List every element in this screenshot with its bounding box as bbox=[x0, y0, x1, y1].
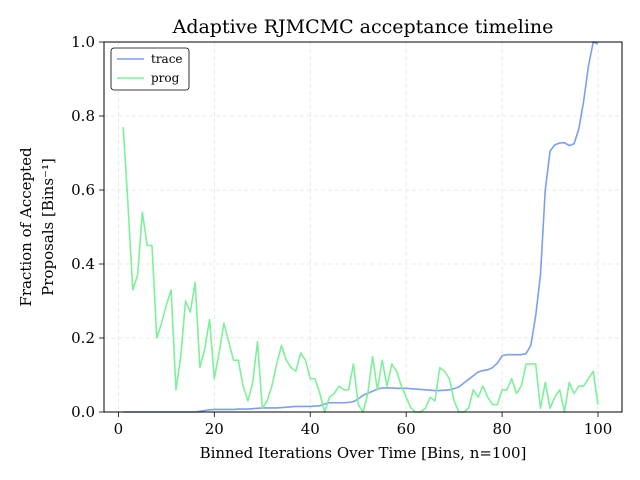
x-tick-label: 20 bbox=[205, 420, 224, 438]
y-tick-label: 1.0 bbox=[71, 33, 95, 51]
x-tick-label: 60 bbox=[397, 420, 416, 438]
series-line-prog bbox=[122, 127, 599, 413]
x-tick-label: 0 bbox=[114, 420, 124, 438]
plot-frame bbox=[103, 41, 623, 413]
y-tick-label: 0.4 bbox=[71, 255, 95, 273]
y-tick-label: 0.6 bbox=[71, 181, 95, 199]
legend-label-prog: prog bbox=[151, 71, 180, 85]
y-tick-label: 0.2 bbox=[71, 329, 95, 347]
legend: trace prog bbox=[110, 47, 190, 91]
y-axis-label-line1: Fraction of Accepted bbox=[17, 147, 35, 307]
legend-label-trace: trace bbox=[151, 52, 183, 66]
x-tick-label: 80 bbox=[493, 420, 512, 438]
series-line-trace bbox=[123, 41, 599, 413]
x-tick-label: 100 bbox=[584, 420, 613, 438]
ticks: 0 20 40 60 80 100 0.0 0.2 0.4 0.6 0.8 1.0 bbox=[71, 33, 612, 438]
x-tick-label: 40 bbox=[301, 420, 320, 438]
series-layer bbox=[122, 41, 599, 413]
y-axis-label-line2: Proposals [Bins⁻¹] bbox=[39, 158, 57, 296]
x-axis-label: Binned Iterations Over Time [Bins, n=100… bbox=[200, 444, 527, 462]
y-tick-label: 0.0 bbox=[71, 403, 95, 421]
y-tick-label: 0.8 bbox=[71, 107, 95, 125]
chart-title: Adaptive RJMCMC acceptance timeline bbox=[172, 16, 554, 38]
